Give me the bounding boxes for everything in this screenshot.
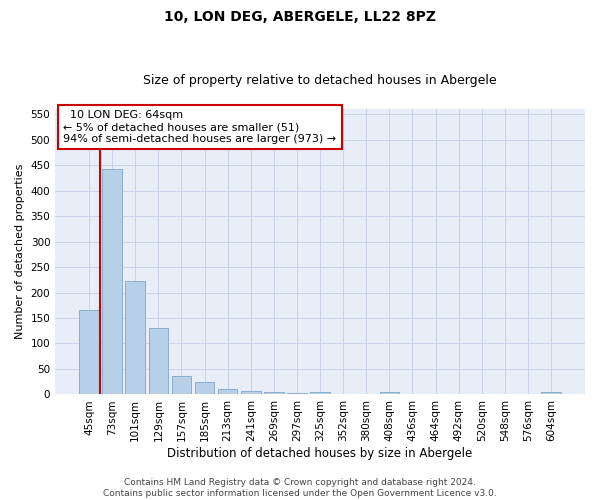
Y-axis label: Number of detached properties: Number of detached properties [15, 164, 25, 340]
Bar [79, 310, 99, 394]
Bar [264, 392, 284, 394]
Bar [195, 382, 214, 394]
Bar [172, 376, 191, 394]
Bar [149, 328, 168, 394]
Bar [125, 282, 145, 395]
Text: 10 LON DEG: 64sqm
← 5% of detached houses are smaller (51)
94% of semi-detached : 10 LON DEG: 64sqm ← 5% of detached house… [63, 110, 336, 144]
Bar [541, 392, 561, 394]
X-axis label: Distribution of detached houses by size in Abergele: Distribution of detached houses by size … [167, 447, 473, 460]
Text: Contains HM Land Registry data © Crown copyright and database right 2024.
Contai: Contains HM Land Registry data © Crown c… [103, 478, 497, 498]
Bar [218, 390, 238, 394]
Bar [103, 168, 122, 394]
Title: Size of property relative to detached houses in Abergele: Size of property relative to detached ho… [143, 74, 497, 87]
Bar [310, 392, 330, 394]
Bar [380, 392, 399, 394]
Text: 10, LON DEG, ABERGELE, LL22 8PZ: 10, LON DEG, ABERGELE, LL22 8PZ [164, 10, 436, 24]
Bar [241, 391, 260, 394]
